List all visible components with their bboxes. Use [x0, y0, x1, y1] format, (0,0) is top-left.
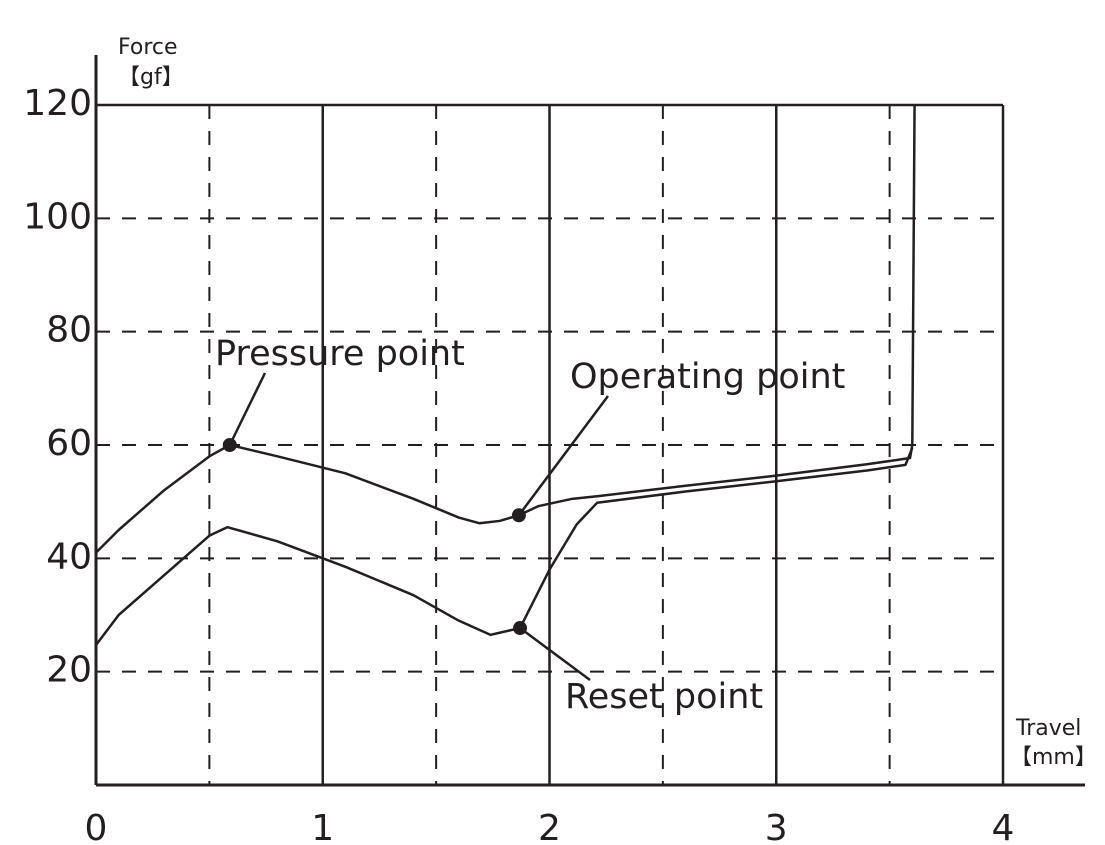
y-tick-label: 80 [46, 310, 92, 351]
force-curve [95, 104, 916, 554]
y-tick-label: 40 [46, 536, 92, 577]
x-axis-label: Travel [1015, 716, 1081, 741]
y-axis-label: Force [118, 35, 178, 60]
x-tick-label: 3 [765, 808, 788, 845]
y-tick-label: 100 [23, 196, 92, 237]
leader-line [519, 627, 591, 682]
point-marker [222, 438, 237, 452]
x-axis-unit: 【mm】 [1010, 745, 1097, 770]
annotation: Operating point [570, 357, 845, 397]
force-curve [95, 447, 914, 646]
annotation: Reset point [565, 677, 763, 717]
x-tick-label: 1 [311, 808, 334, 845]
y-tick-label: 120 [23, 83, 92, 124]
x-tick-label: 4 [992, 808, 1015, 845]
point-marker [513, 621, 528, 636]
annotation: Pressure point [215, 334, 465, 374]
point-marker [511, 508, 526, 523]
x-tick-label: 0 [85, 808, 108, 845]
leader-line [517, 395, 610, 517]
leader-line [228, 372, 267, 446]
x-tick-label: 2 [538, 808, 561, 845]
y-tick-label: 60 [46, 423, 92, 464]
y-tick-label: 20 [46, 650, 92, 691]
y-axis-unit: 【gf】 [118, 65, 184, 90]
